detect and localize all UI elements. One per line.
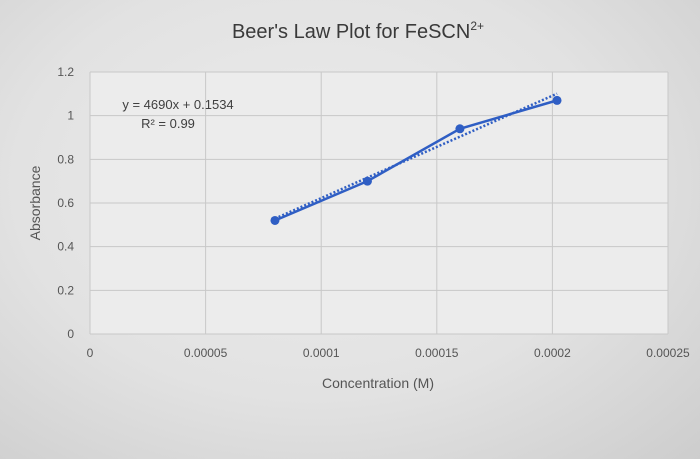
- trendline-equation: y = 4690x + 0.1534: [122, 97, 233, 112]
- gridlines: [89, 71, 669, 335]
- data-point: [270, 215, 280, 225]
- x-tick-label: 0.00025: [646, 346, 690, 360]
- trendline-r-squared: R² = 0.99: [141, 116, 195, 131]
- series-line: [274, 99, 558, 222]
- x-tick-label: 0.00005: [184, 346, 228, 360]
- y-tick-label: 0.6: [57, 196, 74, 210]
- data-point: [362, 176, 372, 186]
- x-axis-ticks: 0 0.00005 0.0001 0.00015 0.0002 0.00025: [87, 346, 690, 360]
- chart-title: Beer's Law Plot for FeSCN2+: [232, 19, 484, 43]
- data-series: [270, 95, 562, 225]
- y-axis-ticks: 0 0.2 0.4 0.6 0.8 1 1.2: [57, 65, 74, 341]
- x-tick-label: 0.0001: [303, 346, 340, 360]
- y-tick-label: 1.2: [57, 65, 74, 79]
- x-axis-label: Concentration (M): [322, 375, 434, 391]
- x-tick-label: 0: [87, 346, 94, 360]
- x-tick-label: 0.0002: [534, 346, 571, 360]
- x-tick-label: 0.00015: [415, 346, 459, 360]
- y-tick-label: 0.4: [57, 240, 74, 254]
- data-point: [455, 124, 465, 134]
- y-tick-label: 1: [67, 109, 74, 123]
- y-tick-label: 0.8: [57, 152, 74, 166]
- data-point: [552, 95, 562, 105]
- y-tick-label: 0: [67, 327, 74, 341]
- y-tick-label: 0.2: [57, 283, 74, 297]
- y-axis-label: Absorbance: [27, 165, 43, 240]
